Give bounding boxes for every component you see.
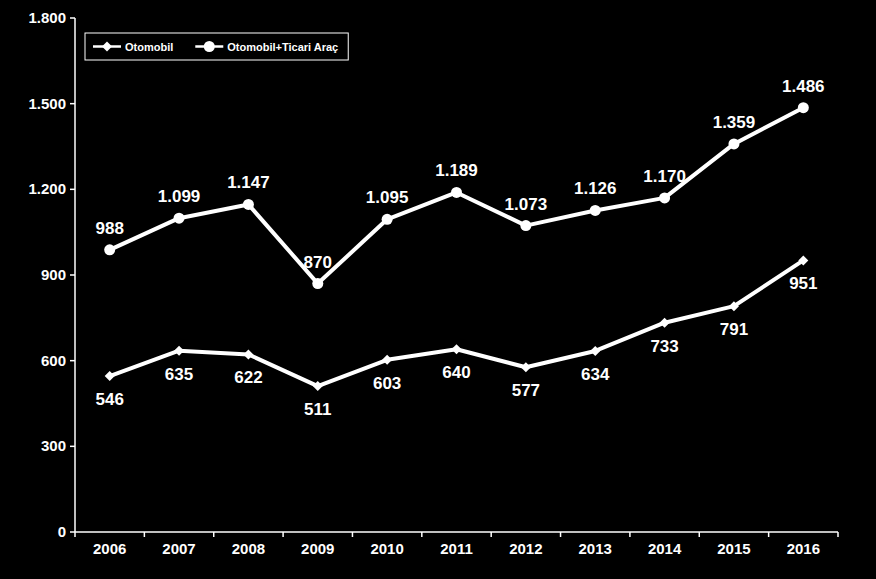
y-tick-label: 0 <box>58 523 66 540</box>
y-tick-label: 1.500 <box>28 95 66 112</box>
data-label: 988 <box>95 219 123 238</box>
data-point <box>243 199 254 210</box>
x-tick <box>490 532 492 537</box>
data-label: 603 <box>373 374 401 393</box>
data-point <box>798 255 808 265</box>
data-label: 634 <box>581 365 610 384</box>
background <box>0 0 876 579</box>
y-tick-label: 600 <box>41 352 66 369</box>
x-tick <box>699 532 701 537</box>
x-tick <box>629 532 631 537</box>
data-label: 577 <box>512 381 540 400</box>
x-tick <box>421 532 423 537</box>
x-tick-label: 2008 <box>232 540 265 557</box>
x-tick <box>213 532 215 537</box>
data-point <box>590 205 601 216</box>
data-point <box>728 138 739 149</box>
data-label: 1.147 <box>227 173 270 192</box>
data-point <box>312 278 323 289</box>
x-tick <box>74 532 76 537</box>
data-point <box>313 381 323 391</box>
y-tick <box>70 360 75 362</box>
x-tick <box>352 532 354 537</box>
data-label: 1.189 <box>435 161 478 180</box>
chart-svg: 0 300 600 900 1.200 1.500 1.800 2006 2007 2008 200… <box>0 0 876 579</box>
data-point <box>382 214 393 225</box>
data-labels: 546 635 622 511 603 640 577 634 733 791 951 988 1.09… <box>95 77 824 419</box>
data-point <box>174 213 185 224</box>
data-point <box>452 344 462 354</box>
y-tick-label: 900 <box>41 266 66 283</box>
data-point <box>243 349 253 359</box>
y-tick-label: 1.200 <box>28 180 66 197</box>
data-label: 622 <box>234 368 262 387</box>
data-point <box>729 301 739 311</box>
x-tick <box>282 532 284 537</box>
data-point <box>520 220 531 231</box>
y-tick <box>70 17 75 19</box>
data-label: 511 <box>304 400 331 419</box>
chart-container: 0 300 600 900 1.200 1.500 1.800 2006 2007 2008 200… <box>0 0 876 579</box>
data-label: 1.073 <box>505 195 548 214</box>
data-label: 1.170 <box>643 167 686 186</box>
x-tick <box>560 532 562 537</box>
y-tick-label: 1.800 <box>28 9 66 26</box>
legend-box <box>85 33 348 60</box>
data-label: 733 <box>650 337 678 356</box>
series-line <box>110 260 804 386</box>
legend-marker <box>102 42 112 52</box>
x-tick <box>144 532 146 537</box>
data-label: 1.126 <box>574 179 617 198</box>
legend-label: Otomobil+Ticari Araç <box>227 41 338 53</box>
x-tick-label: 2010 <box>370 540 403 557</box>
data-label: 1.095 <box>366 188 409 207</box>
y-tick <box>70 274 75 276</box>
y-tick <box>70 189 75 191</box>
data-point <box>104 244 115 255</box>
data-point <box>659 192 670 203</box>
y-tick <box>70 103 75 105</box>
legend-label: Otomobil <box>125 41 173 53</box>
plot-area <box>104 102 809 391</box>
data-label: 870 <box>304 253 332 272</box>
x-tick-label: 2015 <box>717 540 750 557</box>
x-tick-label: 2009 <box>301 540 334 557</box>
data-point <box>590 346 600 356</box>
data-point <box>174 346 184 356</box>
data-label: 1.359 <box>713 113 756 132</box>
x-tick-label: 2011 <box>440 540 473 557</box>
data-point <box>521 362 531 372</box>
x-axis <box>75 531 838 533</box>
y-tick-label: 300 <box>41 437 66 454</box>
data-point <box>660 318 670 328</box>
x-tick-label: 2013 <box>579 540 612 557</box>
x-tick <box>837 532 839 537</box>
x-tick-label: 2007 <box>162 540 195 557</box>
data-label: 635 <box>165 365 193 384</box>
data-label: 546 <box>95 390 123 409</box>
x-tick-label: 2016 <box>787 540 820 557</box>
data-label: 1.099 <box>158 187 201 206</box>
data-label: 951 <box>789 274 817 293</box>
x-tick-label: 2006 <box>93 540 126 557</box>
x-tick-label: 2012 <box>509 540 542 557</box>
legend-marker <box>204 41 215 52</box>
legend: Otomobil Otomobil+Ticari Araç <box>85 33 348 60</box>
data-point <box>382 355 392 365</box>
x-tick-label: 2014 <box>648 540 682 557</box>
data-label: 640 <box>442 363 470 382</box>
data-label: 1.486 <box>782 77 825 96</box>
y-tick <box>70 446 75 448</box>
data-point <box>798 102 809 113</box>
x-tick <box>768 532 770 537</box>
series-line <box>110 108 804 284</box>
data-point <box>451 187 462 198</box>
data-label: 791 <box>720 320 748 339</box>
data-point <box>105 371 115 381</box>
